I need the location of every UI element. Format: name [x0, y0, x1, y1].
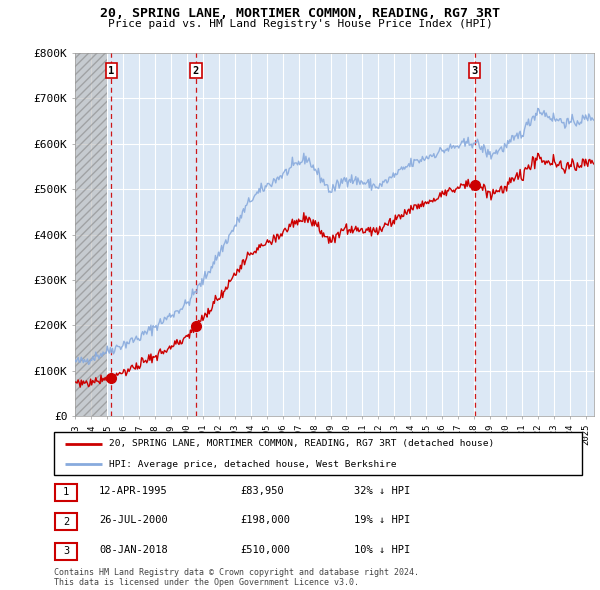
Text: £510,000: £510,000 [240, 545, 290, 555]
Text: £83,950: £83,950 [240, 486, 284, 496]
Text: 1: 1 [63, 487, 69, 497]
Text: 3: 3 [63, 546, 69, 556]
Text: 10% ↓ HPI: 10% ↓ HPI [354, 545, 410, 555]
Text: 32% ↓ HPI: 32% ↓ HPI [354, 486, 410, 496]
FancyBboxPatch shape [55, 543, 77, 559]
Text: 20, SPRING LANE, MORTIMER COMMON, READING, RG7 3RT (detached house): 20, SPRING LANE, MORTIMER COMMON, READIN… [109, 440, 494, 448]
Text: 2: 2 [193, 66, 199, 76]
Text: 19% ↓ HPI: 19% ↓ HPI [354, 516, 410, 525]
FancyBboxPatch shape [54, 432, 582, 475]
Text: 12-APR-1995: 12-APR-1995 [99, 486, 168, 496]
Text: HPI: Average price, detached house, West Berkshire: HPI: Average price, detached house, West… [109, 460, 397, 469]
Text: Price paid vs. HM Land Registry's House Price Index (HPI): Price paid vs. HM Land Registry's House … [107, 19, 493, 29]
Text: 20, SPRING LANE, MORTIMER COMMON, READING, RG7 3RT: 20, SPRING LANE, MORTIMER COMMON, READIN… [100, 7, 500, 20]
Text: 3: 3 [472, 66, 478, 76]
Text: 1: 1 [108, 66, 115, 76]
Text: 2: 2 [63, 517, 69, 526]
Text: £198,000: £198,000 [240, 516, 290, 525]
FancyBboxPatch shape [55, 513, 77, 530]
Text: Contains HM Land Registry data © Crown copyright and database right 2024.
This d: Contains HM Land Registry data © Crown c… [54, 568, 419, 587]
FancyBboxPatch shape [55, 484, 77, 500]
Text: 08-JAN-2018: 08-JAN-2018 [99, 545, 168, 555]
Text: 26-JUL-2000: 26-JUL-2000 [99, 516, 168, 525]
